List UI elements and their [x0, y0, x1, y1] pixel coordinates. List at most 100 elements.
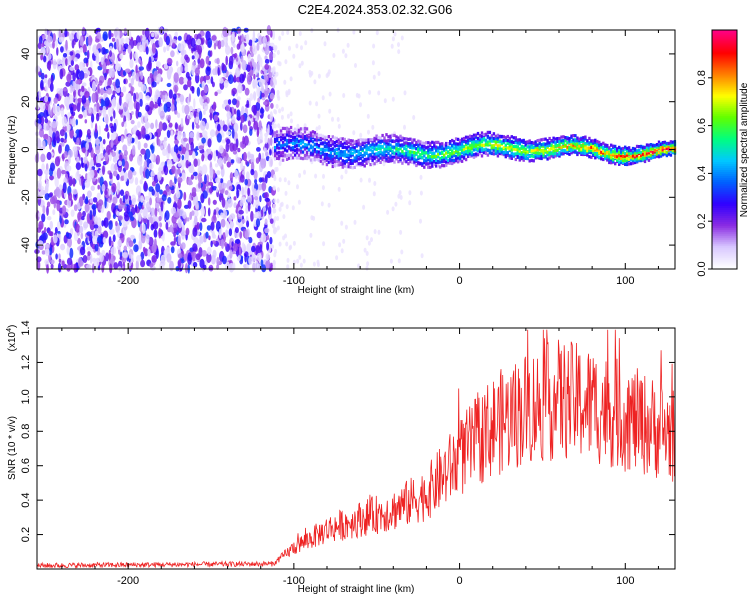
spectrogram-cell — [546, 141, 549, 145]
spectrogram-cell — [79, 35, 83, 47]
spectrogram-cell — [641, 152, 645, 156]
spectrogram-cell — [486, 134, 490, 138]
spectrogram-cell — [75, 119, 79, 126]
spectrogram-cell — [476, 143, 480, 147]
spectrogram-cell — [276, 143, 279, 147]
spectrogram-cell — [624, 154, 627, 158]
spectrogram-cell — [433, 146, 436, 150]
spectrogram-cell — [355, 144, 358, 148]
spectrogram-cell — [95, 163, 102, 168]
spectrogram-cell — [431, 140, 434, 144]
spectrogram-cell — [647, 151, 651, 155]
spectrogram-cell — [205, 231, 209, 239]
spectrogram-cell — [462, 136, 466, 141]
spectrogram-cell — [49, 231, 54, 237]
spectrogram-cell — [574, 142, 577, 146]
spectrogram-cell — [37, 168, 43, 177]
spectrogram-cell — [435, 145, 438, 149]
spectrogram-cell — [385, 141, 388, 145]
spectrogram-cell — [339, 152, 342, 156]
spectrogram-cell — [355, 139, 358, 144]
colorbar-step — [712, 181, 737, 184]
spectrogram-cell — [441, 150, 444, 154]
spectrogram-cell — [645, 157, 649, 161]
spectrogram-cell — [231, 115, 236, 124]
spectrogram-cell — [488, 143, 492, 147]
spectrogram-cell — [233, 75, 237, 82]
spectrogram-cell — [271, 121, 275, 130]
spectrogram-cell — [112, 96, 117, 107]
spectrogram-cell — [173, 72, 179, 83]
spectrogram-ytick-label: 0 — [20, 146, 32, 152]
spectrogram-cell — [443, 164, 446, 168]
spectrogram-cell — [301, 157, 305, 161]
spectrogram-cell — [37, 139, 42, 149]
spectrogram-cell — [309, 139, 313, 143]
spectrogram-cell — [420, 253, 424, 259]
spectrogram-cell — [349, 161, 352, 165]
spectrogram-cell — [110, 125, 115, 134]
spectrogram-cell — [365, 138, 368, 142]
spectrogram-cell — [304, 40, 308, 46]
spectrogram-cell — [514, 157, 517, 162]
spectrogram-cell — [268, 45, 274, 51]
spectrogram-cell — [624, 147, 627, 151]
spectrogram-cell — [196, 86, 201, 97]
spectrogram-cell — [285, 133, 289, 137]
spectrogram-cell — [486, 153, 490, 157]
spectrogram-cell — [476, 147, 480, 151]
spectrogram-cell — [568, 148, 571, 152]
spectrogram-cell — [287, 138, 291, 142]
spectrogram-cell — [367, 153, 370, 157]
spectrogram-cell — [508, 142, 511, 146]
spectrogram-cell — [349, 154, 352, 158]
spectrogram-cell — [343, 150, 346, 154]
snr-ytick-label: 1.2 — [20, 355, 32, 370]
spectrogram-cell — [618, 162, 621, 166]
spectrogram-cell — [150, 223, 154, 231]
spectrogram-cell — [210, 254, 216, 265]
spectrogram-cell — [337, 157, 340, 161]
spectrogram-cell — [476, 153, 480, 157]
spectrogram-cell — [592, 144, 595, 148]
spectrogram-cell — [112, 156, 118, 163]
spectrogram-cell — [335, 143, 338, 147]
spectrogram-cell — [582, 138, 585, 142]
spectrogram-cell — [244, 178, 248, 186]
spectrogram-cell — [269, 236, 273, 245]
spectrogram-cell — [365, 159, 368, 164]
spectrogram-cell — [451, 158, 454, 162]
spectrogram-cell — [659, 149, 663, 153]
spectrogram-cell — [393, 139, 396, 143]
spectrogram-cell — [101, 183, 106, 192]
spectrogram-cell — [478, 151, 482, 155]
spectrogram-cell — [476, 149, 480, 153]
spectrogram-cell — [661, 147, 665, 152]
spectrogram-cell — [659, 142, 663, 147]
spectrogram-cell — [102, 236, 107, 244]
spectrogram-cell — [367, 146, 370, 150]
spectrogram-cell — [94, 138, 100, 146]
colorbar-label: Normalized spectral amplitude — [739, 82, 750, 217]
spectrogram-cell — [558, 140, 561, 144]
spectrogram-cell — [289, 138, 293, 143]
spectrogram-cell — [128, 211, 133, 218]
spectrogram-cell — [464, 143, 468, 147]
spectrogram-cell — [578, 141, 581, 145]
spectrogram-cell — [506, 151, 509, 155]
spectrogram-cell — [540, 154, 543, 158]
spectrogram-cell — [409, 145, 412, 149]
spectrogram-cell — [123, 245, 128, 252]
spectrogram-cell — [411, 144, 414, 148]
spectrogram-cell — [514, 152, 517, 156]
spectrogram-cell — [281, 126, 285, 130]
spectrogram-cell — [560, 146, 563, 150]
spectrogram-cell — [488, 151, 492, 155]
spectrogram-cell — [431, 164, 434, 168]
spectrogram-cell — [413, 146, 416, 150]
spectrogram-cell — [257, 97, 261, 103]
spectrogram-cell — [272, 260, 276, 266]
spectrogram-cell — [311, 134, 315, 138]
spectrogram-cell — [40, 54, 44, 61]
spectrogram-cell — [265, 151, 269, 157]
